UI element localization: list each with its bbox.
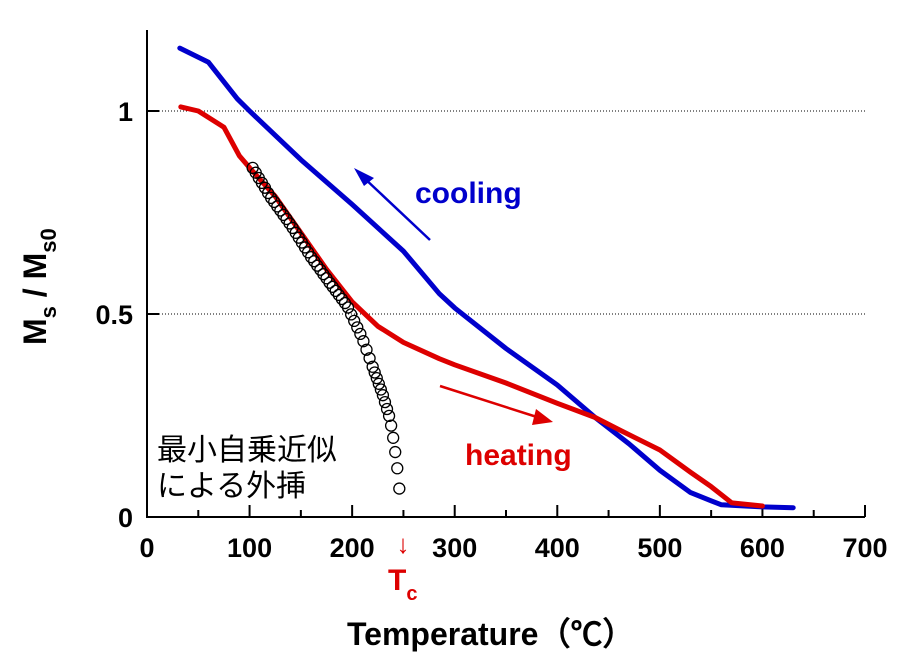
fit-data-point	[363, 352, 376, 365]
fit-data-point	[264, 191, 278, 205]
x-tick-label: 500	[637, 533, 682, 563]
cooling-label: cooling	[415, 177, 522, 210]
fit-data-point	[326, 280, 339, 293]
axes	[146, 30, 866, 518]
fit-label-line1: 最小自乗近似	[157, 433, 337, 468]
tick-labels: 0 0.5 1 0 100 200 300 400 500 600 700	[95, 97, 887, 563]
fit-data-point	[277, 208, 290, 222]
fit-data-point	[354, 327, 367, 341]
fit-data-point	[344, 308, 358, 321]
x-tick-label: 700	[842, 533, 887, 563]
fit-data-point	[317, 268, 330, 281]
fit-data-point	[368, 366, 381, 379]
x-tick-label: 200	[330, 533, 375, 563]
x-tick-label: 600	[740, 533, 785, 563]
fit-data-point	[389, 445, 402, 459]
gridlines	[147, 110, 865, 315]
fit-data-point	[335, 292, 349, 306]
tc-arrow: ↓	[397, 529, 410, 559]
fit-data-point	[329, 284, 342, 298]
cooling-series-line	[177, 45, 796, 511]
fit-data-point	[387, 431, 400, 444]
fit-data-point	[271, 200, 284, 213]
x-tick-label: 300	[432, 533, 477, 563]
fit-data-point	[341, 301, 355, 314]
heating-label: heating	[465, 439, 572, 472]
x-tick-label: 0	[139, 533, 154, 563]
fit-data-point	[357, 335, 370, 348]
heating-arrow	[439, 384, 553, 425]
fit-data-point	[360, 343, 373, 356]
x-tick-label: 100	[227, 533, 272, 563]
fit-data-point	[382, 409, 396, 423]
heating-series-line	[178, 104, 765, 509]
fit-data-point	[348, 314, 361, 328]
fit-data-point	[374, 383, 388, 396]
fit-data-point	[323, 276, 336, 289]
fit-data-point	[351, 321, 364, 334]
y-tick-label: 1	[118, 97, 133, 127]
tc-label: Tc	[388, 564, 417, 605]
fit-data-point	[304, 251, 318, 264]
fit-data-point	[384, 419, 398, 432]
y-tick-label: 0	[118, 503, 133, 533]
fit-data-point	[393, 482, 406, 495]
fit-data-point	[372, 377, 385, 390]
fit-data-point	[380, 402, 394, 416]
series-layer	[177, 45, 796, 511]
fit-data-point	[391, 462, 404, 475]
tc-label-main: T	[388, 564, 406, 597]
x-axis-label: Temperature（℃）	[347, 616, 634, 652]
tc-label-sub: c	[406, 583, 417, 605]
y-label-main: M	[17, 318, 53, 345]
y-axis-label: Ms / Ms0	[17, 228, 61, 345]
y-label-sub2: s0	[36, 228, 61, 252]
fit-data-point	[311, 259, 324, 272]
y-label-sub1: s	[36, 306, 61, 318]
fit-data-point	[332, 288, 345, 302]
x-tick-label: 400	[535, 533, 580, 563]
fit-data-point	[376, 389, 390, 402]
fit-label-line2: による外挿	[157, 469, 306, 504]
cooling-arrow	[354, 168, 431, 241]
y-label-sep: / M	[17, 253, 53, 306]
y-tick-label: 0.5	[95, 300, 133, 330]
fit-data-point	[370, 371, 383, 385]
fit-data-point	[366, 360, 379, 373]
fit-data-point	[378, 395, 392, 409]
